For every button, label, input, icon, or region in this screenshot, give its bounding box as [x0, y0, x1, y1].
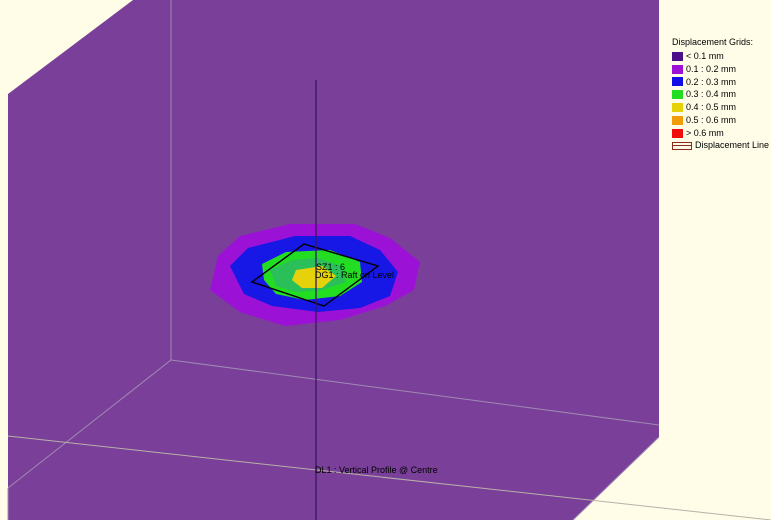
legend-item-label: 0.1 : 0.2 mm	[686, 63, 737, 74]
legend-swatch	[672, 128, 683, 138]
raft-outline[interactable]	[250, 243, 380, 307]
legend-item-label: 0.5 : 0.6 mm	[686, 114, 737, 125]
legend-swatch	[672, 90, 683, 100]
legend-item: 0.5 : 0.6 mm	[672, 114, 769, 127]
displacement-band-0.4-0.5	[292, 266, 336, 288]
legend-swatch	[672, 64, 683, 74]
legend-swatch	[672, 51, 683, 61]
legend-item-label: 0.3 : 0.4 mm	[686, 89, 737, 100]
legend-title: Displacement Grids:	[672, 37, 754, 47]
displacement-grid-label: DG1 : Raft on Level	[315, 270, 395, 280]
legend-item: > 0.6 mm	[672, 127, 769, 140]
displacement-line-label: DL1 : Vertical Profile @ Centre	[315, 465, 438, 475]
displacement-line-icon	[672, 141, 692, 150]
legend-swatch	[672, 115, 683, 125]
legend-line-label: Displacement Line	[695, 140, 770, 151]
legend-item-label: 0.4 : 0.5 mm	[686, 102, 737, 113]
legend-item-label: < 0.1 mm	[686, 50, 724, 61]
floor-edge-outside	[7, 435, 771, 520]
legend: Displacement Grids: < 0.1 mm 0.1 : 0.2 m…	[672, 36, 769, 152]
box-edge-lower-right	[572, 436, 660, 520]
legend-line-item: Displacement Line	[672, 140, 769, 153]
legend-item: 0.2 : 0.3 mm	[672, 76, 769, 89]
settlement-zone-label: SZ1 : 6	[316, 262, 346, 272]
box-edge-floor-diagonal	[7, 359, 172, 489]
legend-item: 0.4 : 0.5 mm	[672, 101, 769, 114]
legend-item-label: > 0.6 mm	[686, 127, 724, 138]
legend-item: 0.1 : 0.2 mm	[672, 63, 769, 76]
legend-item-label: 0.2 : 0.3 mm	[686, 76, 737, 87]
legend-item: 0.3 : 0.4 mm	[672, 88, 769, 101]
legend-item: < 0.1 mm	[672, 50, 769, 63]
legend-swatch	[672, 103, 683, 113]
box-edge-back-floor	[170, 359, 660, 426]
legend-swatch	[672, 77, 683, 87]
